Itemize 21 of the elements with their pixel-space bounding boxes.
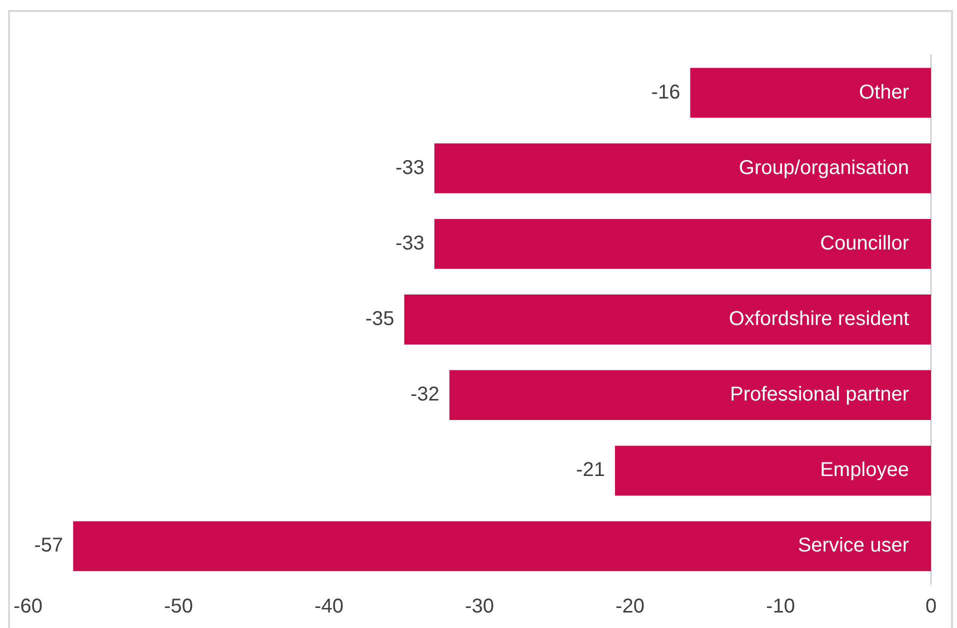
y-tick-label: Oxfordshire resident <box>728 308 910 330</box>
data-label: -32 <box>410 384 440 406</box>
y-tick-label: Service user <box>798 534 910 557</box>
x-tick-label: 0 <box>925 596 937 618</box>
y-tick-label: Other <box>858 81 910 104</box>
data-label: -33 <box>395 232 424 254</box>
data-label: -16 <box>651 81 680 104</box>
x-tick-label: -60 <box>14 596 42 618</box>
x-tick-label: -50 <box>164 596 193 618</box>
data-label: -35 <box>365 308 394 330</box>
x-tick-label: -40 <box>314 596 344 618</box>
y-tick-label: Councillor <box>820 232 910 254</box>
y-tick-label: Group/organisation <box>738 156 909 179</box>
x-tick-label: -20 <box>616 596 644 618</box>
data-label: -57 <box>34 534 64 557</box>
data-label: -21 <box>576 459 605 482</box>
x-tick-label: -10 <box>766 596 795 618</box>
x-tick-label: -30 <box>465 596 494 618</box>
y-tick-label: Employee <box>820 459 909 482</box>
data-label: -33 <box>395 156 424 179</box>
y-tick-label: Professional partner <box>730 384 910 406</box>
